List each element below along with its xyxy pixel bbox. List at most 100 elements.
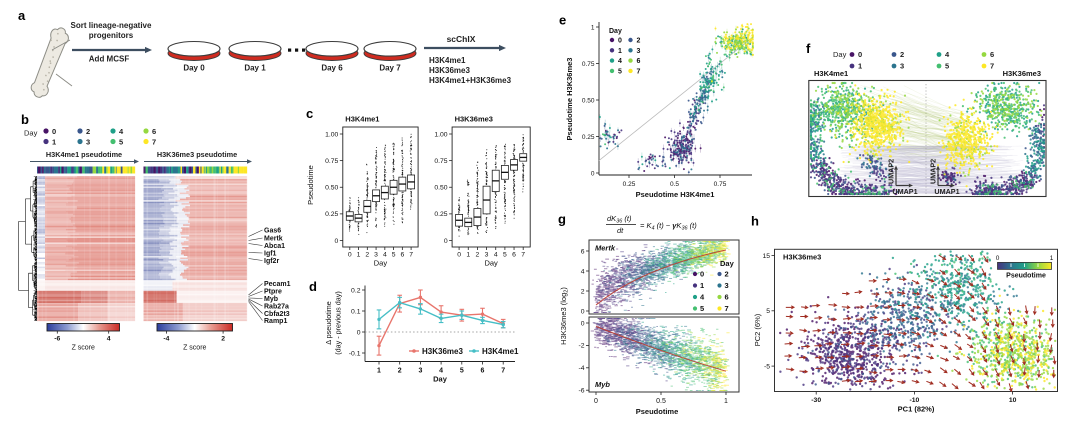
svg-text:0: 0 (52, 127, 56, 136)
svg-text:0.25: 0.25 (434, 211, 447, 218)
svg-text:Pseudotime: Pseudotime (1006, 273, 1046, 280)
svg-text:H3K36me3: H3K36me3 (783, 253, 821, 262)
svg-text:H3K36me3: H3K36me3 (1003, 69, 1041, 78)
svg-text:Day 7: Day 7 (379, 64, 401, 73)
svg-text:1: 1 (377, 368, 381, 375)
svg-text:5: 5 (392, 252, 396, 259)
svg-text:6: 6 (990, 50, 994, 59)
svg-text:7: 7 (152, 137, 156, 146)
svg-text:scChIX: scChIX (447, 34, 476, 44)
svg-text:5: 5 (766, 308, 770, 315)
svg-text:progenitors: progenitors (89, 31, 134, 40)
svg-text:2: 2 (581, 288, 585, 295)
svg-text:3: 3 (485, 252, 489, 259)
svg-text:0: 0 (591, 170, 595, 177)
svg-text:1: 1 (724, 398, 728, 405)
svg-text:5: 5 (618, 68, 622, 75)
svg-text:5: 5 (503, 252, 507, 259)
svg-text:3: 3 (374, 252, 378, 259)
svg-text:10: 10 (1009, 397, 1017, 404)
svg-text:0.1: 0.1 (351, 308, 361, 315)
svg-text:0: 0 (335, 238, 339, 245)
svg-text:0: 0 (581, 320, 585, 327)
svg-text:Z score: Z score (183, 345, 206, 352)
svg-text:Day: Day (833, 50, 847, 59)
svg-text:H3K36me3: H3K36me3 (422, 347, 463, 356)
svg-text:1: 1 (700, 281, 704, 290)
svg-text:a: a (18, 8, 26, 23)
svg-text:-6: -6 (578, 388, 584, 395)
svg-text:0: 0 (618, 38, 622, 45)
svg-text:1: 1 (52, 137, 56, 146)
svg-text:Ramp1: Ramp1 (264, 318, 287, 325)
svg-text:5: 5 (945, 62, 949, 71)
svg-text:H3K4me1: H3K4me1 (814, 69, 848, 78)
svg-text:0: 0 (996, 255, 1000, 262)
svg-text:Day: Day (609, 28, 622, 35)
svg-text:6: 6 (581, 248, 585, 255)
svg-text:7: 7 (637, 68, 641, 75)
svg-text:Abca1: Abca1 (264, 243, 285, 250)
svg-text:UMAP1: UMAP1 (892, 187, 917, 196)
svg-text:Pseudotime H3K36me3: Pseudotime H3K36me3 (565, 58, 574, 141)
svg-text:2: 2 (900, 50, 904, 59)
svg-text:7: 7 (521, 252, 525, 259)
svg-text:0.75: 0.75 (325, 158, 338, 165)
svg-text:= K4 (t) − γK36 (t): = K4 (t) − γK36 (t) (640, 221, 697, 232)
svg-text:0: 0 (581, 308, 585, 315)
svg-text:H3K4me1 pseudotime: H3K4me1 pseudotime (46, 150, 122, 159)
svg-text:Igf2r: Igf2r (264, 258, 279, 265)
svg-text:-30: -30 (811, 397, 821, 404)
svg-text:3: 3 (418, 368, 422, 375)
svg-text:0.25: 0.25 (623, 181, 636, 188)
svg-text:1: 1 (1050, 255, 1054, 262)
svg-text:h: h (751, 214, 759, 229)
svg-text:Sort lineage-negative: Sort lineage-negative (71, 21, 152, 30)
svg-text:7: 7 (501, 368, 505, 375)
svg-text:Add MCSF: Add MCSF (89, 55, 130, 64)
svg-text:H3K4me1+H3K36me3: H3K4me1+H3K36me3 (429, 76, 512, 85)
svg-text:2: 2 (398, 368, 402, 375)
svg-text:1: 1 (618, 48, 622, 55)
svg-text:H3K36me3: H3K36me3 (429, 66, 470, 75)
svg-text:Day 1: Day 1 (244, 64, 266, 73)
svg-text:Mertk: Mertk (595, 244, 616, 253)
svg-text:4: 4 (494, 252, 498, 259)
svg-text:UMAP1: UMAP1 (934, 187, 959, 196)
svg-text:6: 6 (725, 293, 729, 302)
svg-text:H3K4me1: H3K4me1 (345, 115, 379, 124)
svg-text:Day: Day (374, 259, 388, 268)
svg-text:4: 4 (618, 58, 622, 65)
svg-text:Pecam1: Pecam1 (264, 281, 291, 288)
svg-text:Ptpre: Ptpre (264, 288, 282, 295)
svg-text:5: 5 (460, 368, 464, 375)
svg-text:PC2 (6%): PC2 (6%) (753, 313, 762, 346)
svg-text:2: 2 (476, 252, 480, 259)
svg-text:Day: Day (433, 375, 448, 384)
svg-text:1.00: 1.00 (325, 131, 338, 138)
svg-text:2: 2 (637, 38, 641, 45)
svg-text:0.50: 0.50 (434, 185, 447, 192)
svg-text:2: 2 (86, 127, 90, 136)
svg-text:0.50: 0.50 (325, 185, 338, 192)
svg-text:-10: -10 (909, 397, 919, 404)
svg-text:7: 7 (725, 304, 729, 313)
svg-text:0.75: 0.75 (714, 181, 727, 188)
svg-text:0: 0 (594, 398, 598, 405)
svg-text:1: 1 (357, 252, 361, 259)
svg-text:f: f (806, 41, 811, 56)
svg-text:Day 6: Day 6 (321, 64, 343, 73)
svg-text:Δ pseudotime: Δ pseudotime (324, 301, 333, 345)
svg-text:b: b (21, 112, 29, 127)
svg-text:6: 6 (637, 58, 641, 65)
svg-text:1: 1 (591, 24, 595, 31)
svg-text:Cbfa2t3: Cbfa2t3 (264, 311, 290, 318)
svg-text:Z score: Z score (72, 345, 95, 352)
svg-text:5: 5 (700, 304, 704, 313)
svg-text:H3K36me3 (log2): H3K36me3 (log2) (559, 287, 570, 345)
svg-text:2: 2 (725, 270, 729, 279)
svg-text:4: 4 (107, 336, 111, 343)
svg-text:H3K36me3: H3K36me3 (455, 115, 493, 124)
svg-text:-4: -4 (578, 365, 584, 372)
svg-text:Pseudotime: Pseudotime (636, 407, 679, 416)
